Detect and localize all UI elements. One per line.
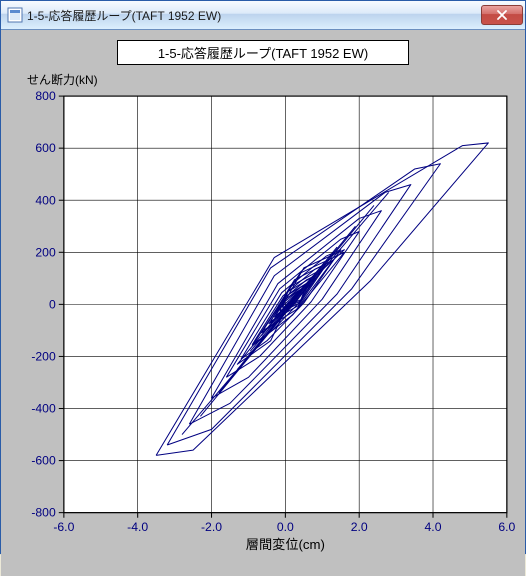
- svg-text:-800: -800: [31, 506, 56, 520]
- svg-text:-400: -400: [31, 402, 56, 416]
- titlebar[interactable]: 1-5-応答履歴ループ(TAFT 1952 EW): [1, 1, 525, 30]
- svg-text:-6.0: -6.0: [53, 520, 74, 534]
- svg-text:2.0: 2.0: [351, 520, 368, 534]
- plot: -6.0 -4.0 -2.0 0.0 2.0 4.0 6.0 -800 -600 -400 -200…: [9, 90, 517, 568]
- svg-text:6.0: 6.0: [498, 520, 515, 534]
- app-icon: [7, 7, 23, 23]
- svg-text:-2.0: -2.0: [201, 520, 222, 534]
- svg-text:600: 600: [35, 141, 56, 155]
- svg-text:-600: -600: [31, 454, 56, 468]
- svg-text:0.0: 0.0: [277, 520, 294, 534]
- svg-text:400: 400: [35, 193, 56, 207]
- chart-title: 1-5-応答履歴ループ(TAFT 1952 EW): [117, 40, 409, 65]
- chart-area: 1-5-応答履歴ループ(TAFT 1952 EW) せん断力(kN) -6.0-…: [1, 30, 525, 576]
- chart-window: 1-5-応答履歴ループ(TAFT 1952 EW) 1-5-応答履歴ループ(TA…: [0, 0, 526, 554]
- close-icon: [496, 10, 508, 20]
- svg-text:層間変位(cm): 層間変位(cm): [246, 536, 325, 552]
- y-axis-title: せん断力(kN): [27, 71, 517, 88]
- svg-text:200: 200: [35, 245, 56, 259]
- svg-text:-200: -200: [31, 350, 56, 364]
- svg-text:4.0: 4.0: [425, 520, 442, 534]
- window-title: 1-5-応答履歴ループ(TAFT 1952 EW): [27, 7, 481, 24]
- svg-text:-4.0: -4.0: [127, 520, 148, 534]
- svg-text:0: 0: [49, 297, 56, 311]
- svg-text:800: 800: [35, 90, 56, 103]
- close-button[interactable]: [481, 5, 523, 25]
